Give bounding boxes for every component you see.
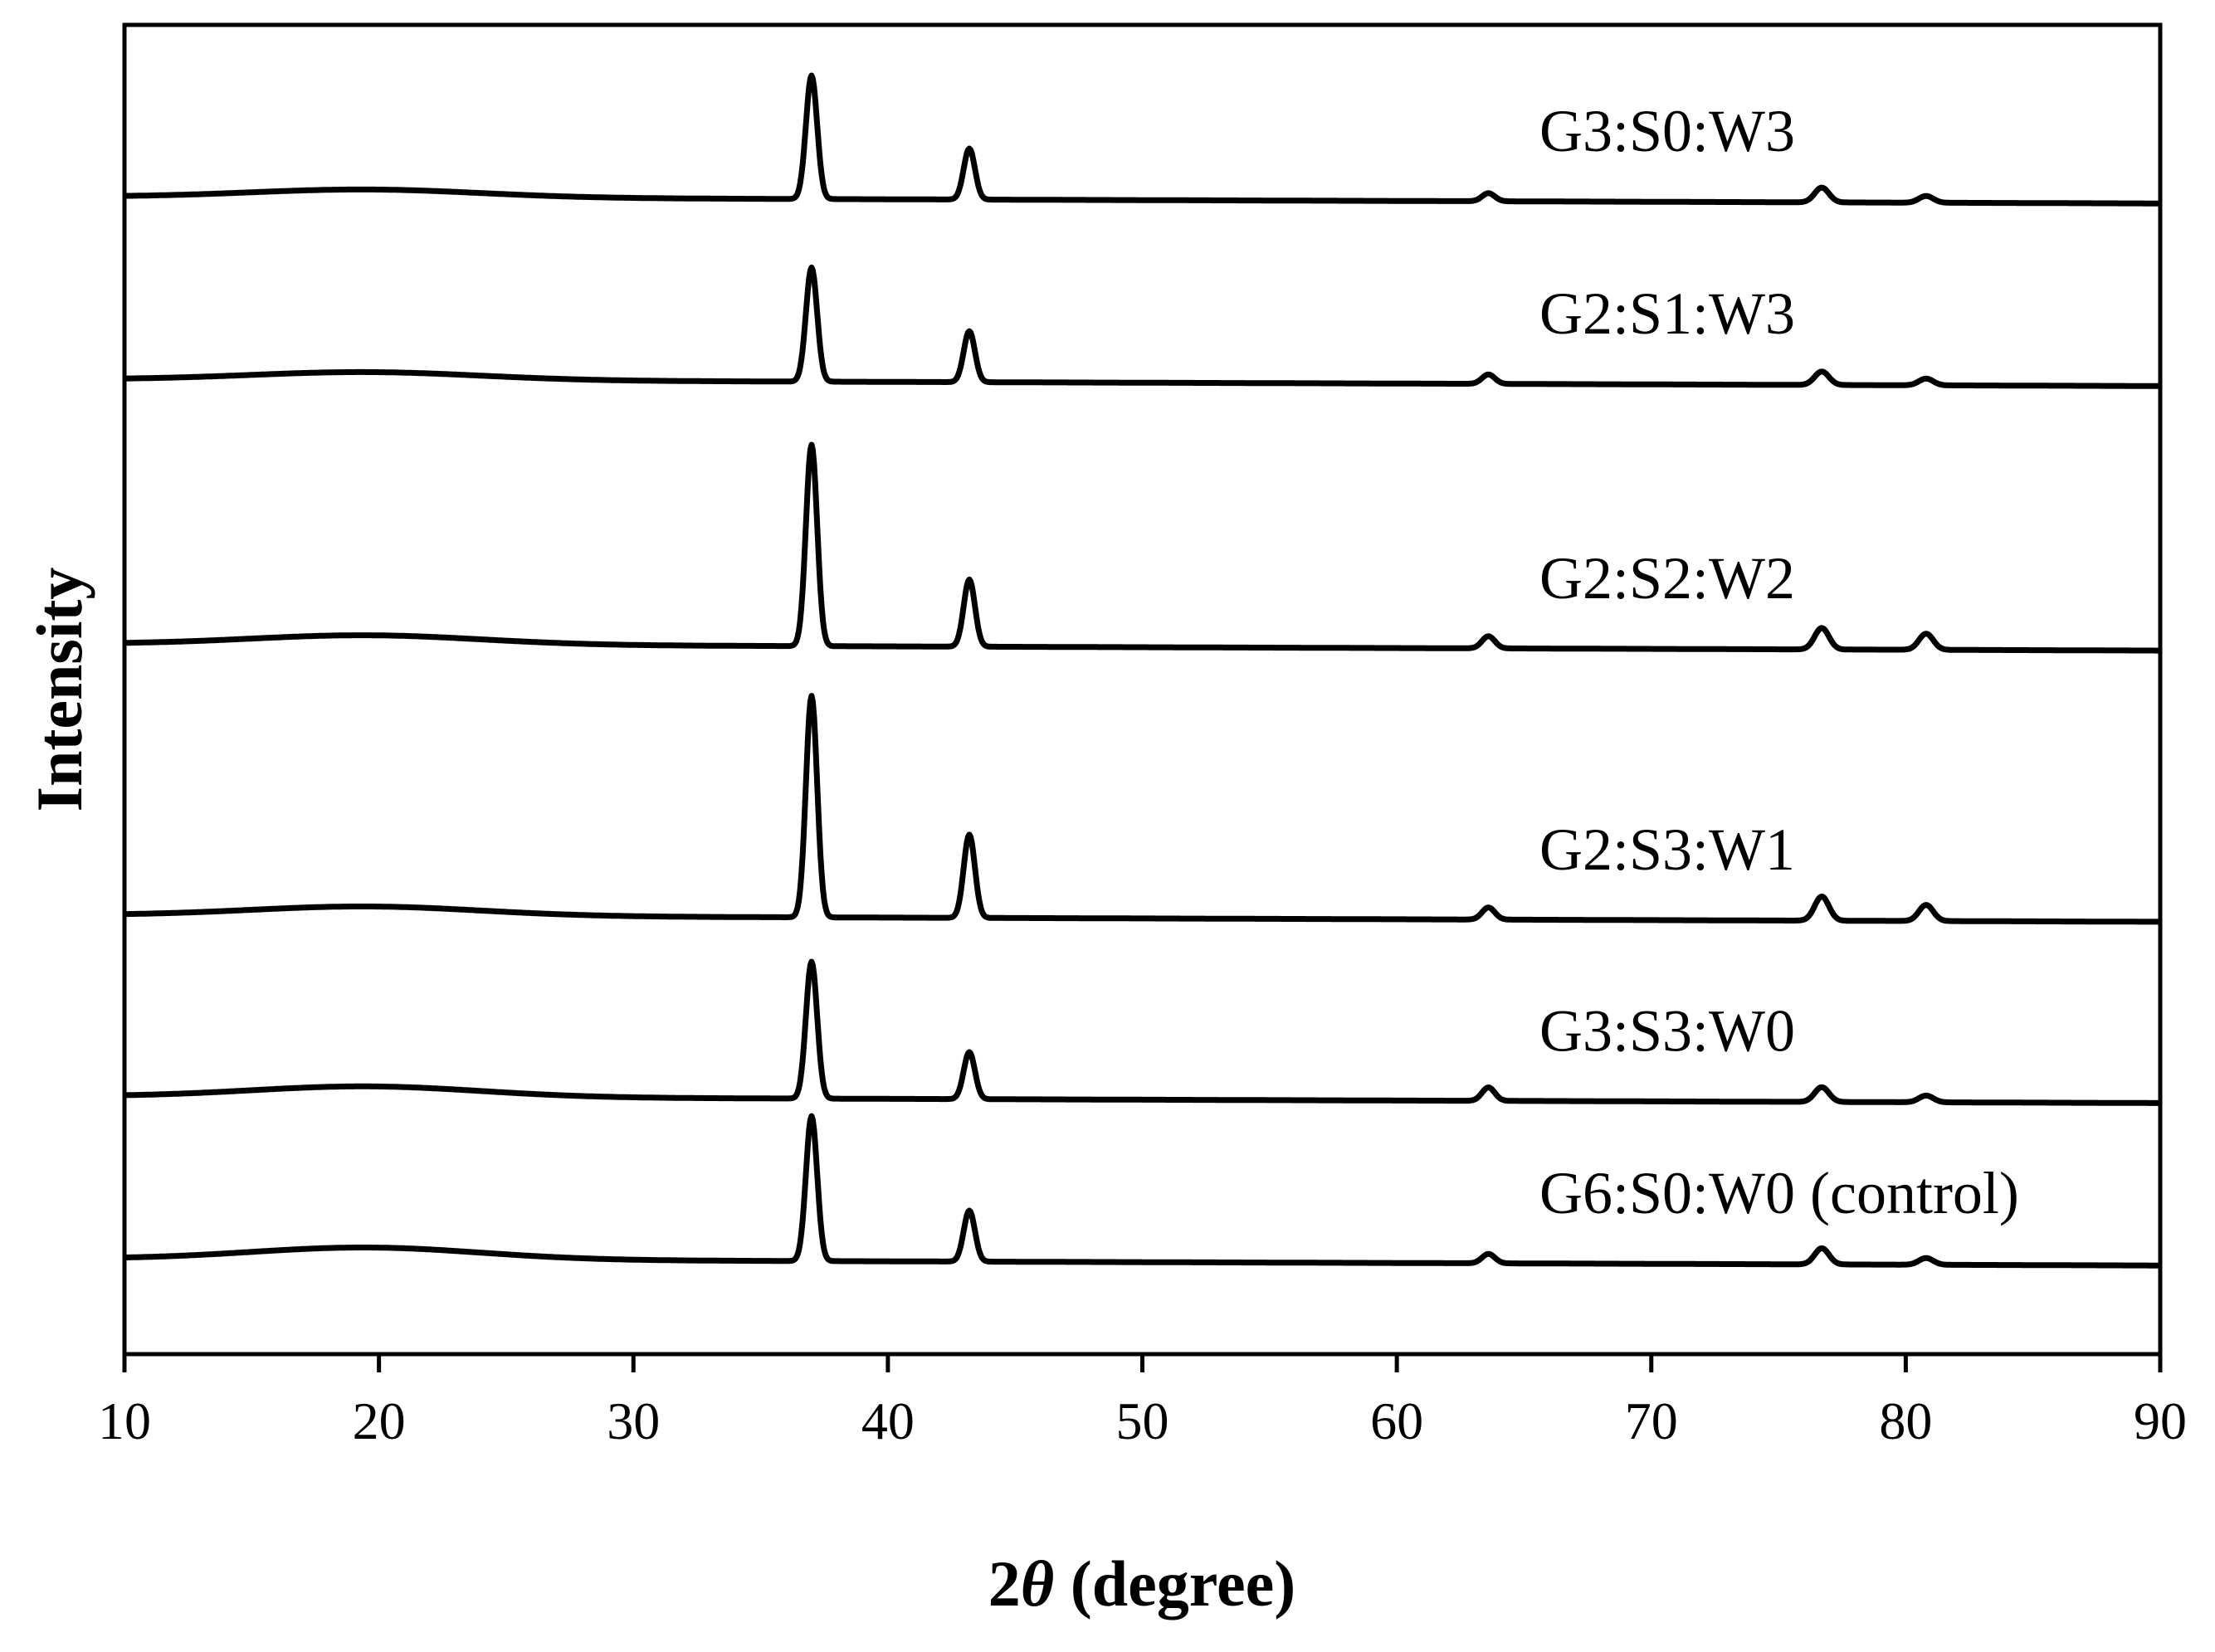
x-tick-label: 90 xyxy=(2134,1391,2187,1450)
xrd-traces xyxy=(123,72,2162,1269)
series-labels: G3:S0:W3 G2:S1:W3 G2:S2:W2 G2:S3:W1 G3:S3:W0… xyxy=(1539,98,2019,1226)
series-line xyxy=(123,441,2162,654)
x-axis-title-prefix: 2 xyxy=(988,1547,1021,1620)
x-tick-label: 30 xyxy=(607,1391,660,1450)
series-label: G2:S2:W2 xyxy=(1539,545,1795,612)
x-axis-title-suffix: (degree) xyxy=(1054,1547,1295,1620)
y-axis-title: Intensity xyxy=(23,568,95,812)
series-line xyxy=(123,693,2162,925)
x-axis-title: 2θ (degree) xyxy=(988,1547,1295,1620)
series-label: G2:S3:W1 xyxy=(1539,816,1795,883)
x-axis-ticks: 10 20 30 40 50 60 70 80 90 xyxy=(98,1354,2187,1450)
series-label: G6:S0:W0 (control) xyxy=(1539,1160,2019,1226)
x-tick-label: 80 xyxy=(1879,1391,1932,1450)
x-tick-label: 70 xyxy=(1625,1391,1678,1450)
x-axis-title-theta: θ xyxy=(1021,1547,1055,1620)
series-label: G3:S3:W0 xyxy=(1539,997,1795,1064)
series-label: G2:S1:W3 xyxy=(1539,280,1795,347)
series-line xyxy=(123,1113,2162,1269)
x-tick-label: 40 xyxy=(861,1391,915,1450)
x-tick-label: 50 xyxy=(1116,1391,1169,1450)
x-tick-label: 10 xyxy=(98,1391,151,1450)
series-label: G3:S0:W3 xyxy=(1539,98,1795,164)
series-line xyxy=(123,264,2162,389)
plot-frame xyxy=(122,22,2163,1357)
x-tick-label: 20 xyxy=(353,1391,406,1450)
series-line xyxy=(123,72,2162,207)
x-tick-label: 60 xyxy=(1370,1391,1423,1450)
series-line xyxy=(123,958,2162,1106)
